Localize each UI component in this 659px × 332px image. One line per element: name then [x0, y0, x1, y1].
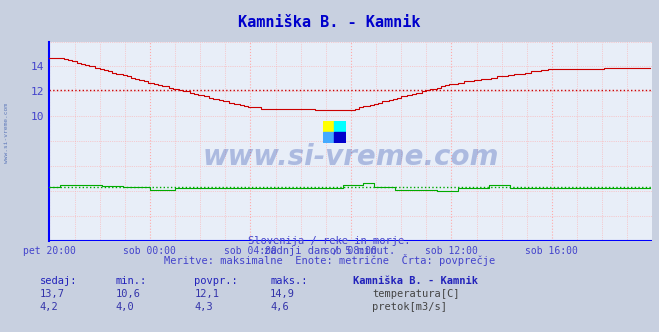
Text: 4,3: 4,3 — [194, 302, 213, 312]
Text: Slovenija / reke in morje.: Slovenija / reke in morje. — [248, 236, 411, 246]
Text: www.si-vreme.com: www.si-vreme.com — [203, 143, 499, 171]
Text: www.si-vreme.com: www.si-vreme.com — [4, 103, 9, 163]
Text: Meritve: maksimalne  Enote: metrične  Črta: povprečje: Meritve: maksimalne Enote: metrične Črta… — [164, 254, 495, 266]
Text: Kamniška B. - Kamnik: Kamniška B. - Kamnik — [239, 15, 420, 30]
Text: 14,9: 14,9 — [270, 289, 295, 299]
Text: 4,6: 4,6 — [270, 302, 289, 312]
Text: povpr.:: povpr.: — [194, 276, 238, 286]
Text: 4,2: 4,2 — [40, 302, 58, 312]
Bar — [335, 132, 346, 143]
Text: min.:: min.: — [115, 276, 146, 286]
Text: 12,1: 12,1 — [194, 289, 219, 299]
Text: Kamniška B. - Kamnik: Kamniška B. - Kamnik — [353, 276, 478, 286]
Text: 10,6: 10,6 — [115, 289, 140, 299]
Text: zadnji dan / 5 minut.: zadnji dan / 5 minut. — [264, 246, 395, 256]
Text: maks.:: maks.: — [270, 276, 308, 286]
Text: sedaj:: sedaj: — [40, 276, 77, 286]
Text: 13,7: 13,7 — [40, 289, 65, 299]
Text: temperatura[C]: temperatura[C] — [372, 289, 460, 299]
Text: 4,0: 4,0 — [115, 302, 134, 312]
Bar — [323, 132, 335, 143]
Text: pretok[m3/s]: pretok[m3/s] — [372, 302, 447, 312]
Bar — [335, 121, 346, 132]
Bar — [323, 121, 335, 132]
